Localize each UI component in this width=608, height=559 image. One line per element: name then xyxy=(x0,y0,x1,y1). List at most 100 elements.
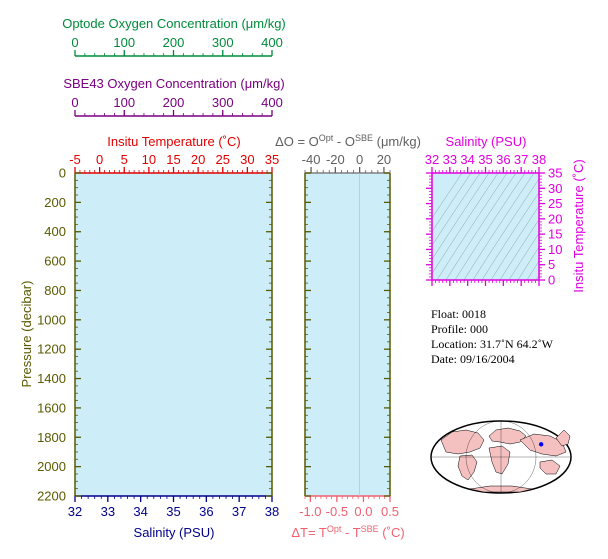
pressure-axis-label: Pressure (decibar) xyxy=(19,281,34,388)
sbe43-tick-label: 200 xyxy=(163,95,185,110)
profile-panel: Insitu Temperature (˚C) Salinity (PSU) P… xyxy=(19,134,273,540)
salinity-tick-label: 38 xyxy=(265,504,279,519)
ts-salinity-tick-label: 32 xyxy=(425,152,439,167)
sbe43-tick-label: 0 xyxy=(71,95,78,110)
pressure-tick-label: 0 xyxy=(59,166,66,181)
ts-density-contour xyxy=(432,173,463,219)
delta-t-tick-label: -0.5 xyxy=(326,504,348,519)
ts-temperature-tick-label: 25 xyxy=(548,196,562,211)
ts-density-contour xyxy=(454,173,526,280)
ts-density-contour xyxy=(508,232,539,280)
temperature-tick-label: 30 xyxy=(240,152,254,167)
sbe43-axis-label: SBE43 Oxygen Concentration (μm/kg) xyxy=(63,76,284,91)
ts-density-contour xyxy=(526,260,539,280)
pressure-tick-label: 400 xyxy=(44,224,66,239)
ts-density-contour xyxy=(445,173,517,280)
delta-o-axis-label: ΔO = OOpt - OSBE (μm/kg) xyxy=(275,133,421,149)
ts-temperature-tick-label: 5 xyxy=(548,257,555,272)
temperature-tick-label: 0 xyxy=(96,152,103,167)
pressure-tick-label: 600 xyxy=(44,254,66,269)
optode-tick-label: 400 xyxy=(261,35,283,50)
ts-salinity-label: Salinity (PSU) xyxy=(446,134,527,149)
ts-density-contour xyxy=(432,173,490,260)
ts-density-contour xyxy=(463,173,535,280)
ts-temperature-tick-label: 30 xyxy=(548,181,562,196)
optode-oxygen-axis: Optode Oxygen Concentration (μm/kg) xyxy=(62,16,286,31)
optode-tick-label: 300 xyxy=(212,35,234,50)
delta-o-tick-label: -40 xyxy=(302,152,321,167)
delta-t-tick-label: -1.0 xyxy=(299,504,321,519)
world-map xyxy=(430,420,572,494)
delta-o-tick-label: 20 xyxy=(377,152,391,167)
ts-density-contour xyxy=(481,192,539,280)
delta-o-tick-label: 0 xyxy=(356,152,363,167)
date: Date: 09/16/2004 xyxy=(431,352,515,366)
ts-temperature-tick-label: 35 xyxy=(548,166,562,181)
temperature-axis-label: Insitu Temperature (˚C) xyxy=(107,134,240,149)
delta-t-tick-label: 0.0 xyxy=(354,504,372,519)
float-id: Float: 0018 xyxy=(431,307,486,321)
ts-density-contour xyxy=(432,173,472,233)
ts-salinity-tick-label: 35 xyxy=(478,152,492,167)
ts-temperature-label: Insitu Temperature (˚C) xyxy=(571,159,586,292)
profile-plot-area xyxy=(75,173,272,496)
delta-o-tick-label: -20 xyxy=(326,152,345,167)
delta-t-tick-label: 0.5 xyxy=(381,504,399,519)
optode-tick-label: 100 xyxy=(113,35,135,50)
sbe43-oxygen-axis: SBE43 Oxygen Concentration (μm/kg) xyxy=(63,76,284,91)
delta-panel: ΔO = OOpt - OSBE (μm/kg) ΔT= TOpt - TSBE… xyxy=(275,133,421,540)
salinity-tick-label: 35 xyxy=(166,504,180,519)
ts-temperature-tick-label: 0 xyxy=(548,273,555,288)
ts-salinity-tick-label: 33 xyxy=(443,152,457,167)
ts-salinity-tick-label: 37 xyxy=(514,152,528,167)
salinity-tick-label: 34 xyxy=(133,504,147,519)
ts-plot-area xyxy=(432,173,539,280)
delta-plot-area xyxy=(305,173,390,496)
temperature-tick-label: 20 xyxy=(191,152,205,167)
ts-salinity-tick-label: 36 xyxy=(496,152,510,167)
float-info: Float: 0018 Profile: 000 Location: 31.7˚… xyxy=(431,307,554,366)
salinity-tick-label: 33 xyxy=(101,504,115,519)
ts-temperature-tick-label: 10 xyxy=(548,242,562,257)
profile-number: Profile: 000 xyxy=(431,322,488,336)
pressure-tick-label: 1400 xyxy=(37,371,66,386)
location: Location: 31.7˚N 64.2˚W xyxy=(431,337,554,351)
pressure-tick-label: 1600 xyxy=(37,400,66,415)
ts-density-contour xyxy=(436,173,508,280)
ts-temperature-tick-label: 15 xyxy=(548,227,562,242)
ts-density-contour xyxy=(432,173,499,275)
pressure-tick-label: 200 xyxy=(44,195,66,210)
optode-tick-label: 0 xyxy=(71,35,78,50)
optode-tick-label: 200 xyxy=(163,35,185,50)
sbe43-tick-label: 400 xyxy=(261,95,283,110)
temperature-tick-label: 35 xyxy=(265,152,279,167)
delta-t-axis-label: ΔT= TOpt - TSBE (˚C) xyxy=(291,524,404,540)
pressure-tick-label: 800 xyxy=(44,283,66,298)
ts-salinity-tick-label: 38 xyxy=(532,152,546,167)
temperature-tick-label: 15 xyxy=(166,152,180,167)
temperature-tick-label: 25 xyxy=(216,152,230,167)
map-graticule xyxy=(432,420,570,494)
ts-salinity-tick-label: 34 xyxy=(460,152,474,167)
sbe43-tick-label: 300 xyxy=(212,95,234,110)
pressure-tick-label: 1800 xyxy=(37,430,66,445)
temperature-tick-label: 10 xyxy=(142,152,156,167)
pressure-tick-label: 1000 xyxy=(37,312,66,327)
ts-density-contour xyxy=(432,173,481,246)
ts-diagram: Salinity (PSU) Insitu Temperature (˚C) xyxy=(431,134,586,293)
sbe43-tick-label: 100 xyxy=(113,95,135,110)
salinity-tick-label: 36 xyxy=(199,504,213,519)
ts-density-contours xyxy=(432,173,539,280)
temperature-tick-label: 5 xyxy=(121,152,128,167)
temperature-tick-label: -5 xyxy=(69,152,81,167)
pressure-tick-label: 2000 xyxy=(37,459,66,474)
float-location-marker xyxy=(538,442,544,447)
salinity-tick-label: 32 xyxy=(68,504,82,519)
ts-density-contour xyxy=(472,178,539,280)
ts-temperature-tick-label: 20 xyxy=(548,211,562,226)
ts-density-contour xyxy=(517,246,539,280)
pressure-tick-label: 1200 xyxy=(37,342,66,357)
